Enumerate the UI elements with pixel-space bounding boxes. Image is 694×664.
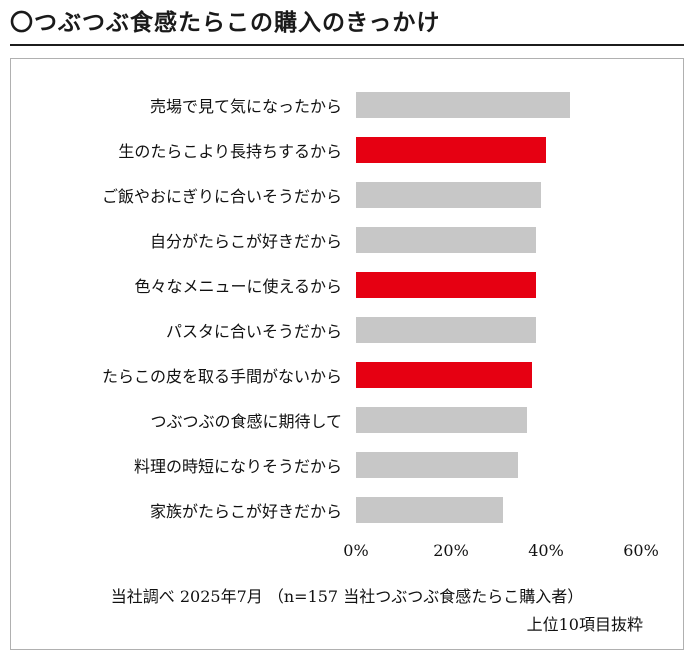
bar-track [356, 407, 641, 434]
x-axis: 0% 20% 40% 60% [11, 537, 683, 569]
bar-row: 料理の時短になりそうだから [11, 443, 683, 488]
bar [356, 452, 518, 479]
bar-track [356, 182, 641, 209]
bar [356, 227, 537, 254]
bar-track [356, 137, 641, 164]
bar [356, 92, 570, 119]
bar-row: 売場で見て気になったから [11, 83, 683, 128]
bar-track [356, 272, 641, 299]
category-label: つぶつぶの食感に期待して [150, 412, 342, 432]
category-label: 生のたらこより長持ちするから [118, 142, 342, 162]
source-note: 当社調べ 2025年7月 （n=157 当社つぶつぶ食感たらこ購入者） 上位10… [11, 583, 683, 639]
bar-track [356, 227, 641, 254]
bar-row: 自分がたらこが好きだから [11, 218, 683, 263]
title-underline [10, 43, 684, 46]
bar [356, 182, 542, 209]
category-label: パスタに合いそうだから [165, 322, 342, 342]
bar-highlighted [356, 272, 537, 299]
bar-highlighted [356, 137, 546, 164]
axis-spacer [11, 537, 356, 569]
excerpt-line: 上位10項目抜粋 [526, 614, 643, 634]
bar-track [356, 362, 641, 389]
bar-track [356, 497, 641, 524]
category-label: 自分がたらこが好きだから [149, 232, 342, 252]
category-label: 売場で見て気になったから [149, 97, 342, 117]
axis-tick-label: 40% [528, 540, 564, 560]
axis-tick-label: 20% [433, 540, 469, 560]
bar-track [356, 92, 641, 119]
bar-track [356, 452, 641, 479]
bar [356, 407, 527, 434]
category-label: ご飯やおにぎりに合いそうだから [101, 187, 342, 207]
category-label: 料理の時短になりそうだから [133, 457, 342, 477]
category-label: たらこの皮を取る手間がないから [101, 367, 342, 387]
bar-row: つぶつぶの食感に期待して [11, 398, 683, 443]
axis-tick-label: 60% [623, 540, 659, 560]
bar [356, 317, 537, 344]
bar-row: ご飯やおにぎりに合いそうだから [11, 173, 683, 218]
bar-row: 家族がたらこが好きだから [11, 488, 683, 533]
bar-row: パスタに合いそうだから [11, 308, 683, 353]
chart-panel: 売場で見て気になったから生のたらこより長持ちするからご飯やおにぎりに合いそうだか… [10, 57, 684, 650]
axis-tick-label: 0% [343, 540, 369, 560]
category-label: 家族がたらこが好きだから [149, 502, 342, 522]
bar-row: たらこの皮を取る手間がないから [11, 353, 683, 398]
category-label: 色々なメニューに使えるから [134, 277, 342, 297]
bar-highlighted [356, 362, 532, 389]
bar-row: 色々なメニューに使えるから [11, 263, 683, 308]
bar-rows: 売場で見て気になったから生のたらこより長持ちするからご飯やおにぎりに合いそうだか… [11, 83, 683, 533]
bar-track [356, 317, 641, 344]
source-line: 当社調べ 2025年7月 （n=157 当社つぶつぶ食感たらこ購入者） [110, 586, 584, 606]
page: 〇つぶつぶ食感たらこの購入のきっかけ 売場で見て気になったから生のたらこより長持… [10, 9, 684, 650]
bar-row: 生のたらこより長持ちするから [11, 128, 683, 173]
bar [356, 497, 504, 524]
page-title: 〇つぶつぶ食感たらこの購入のきっかけ [10, 9, 441, 36]
axis-ticks: 0% 20% 40% 60% [343, 537, 658, 569]
